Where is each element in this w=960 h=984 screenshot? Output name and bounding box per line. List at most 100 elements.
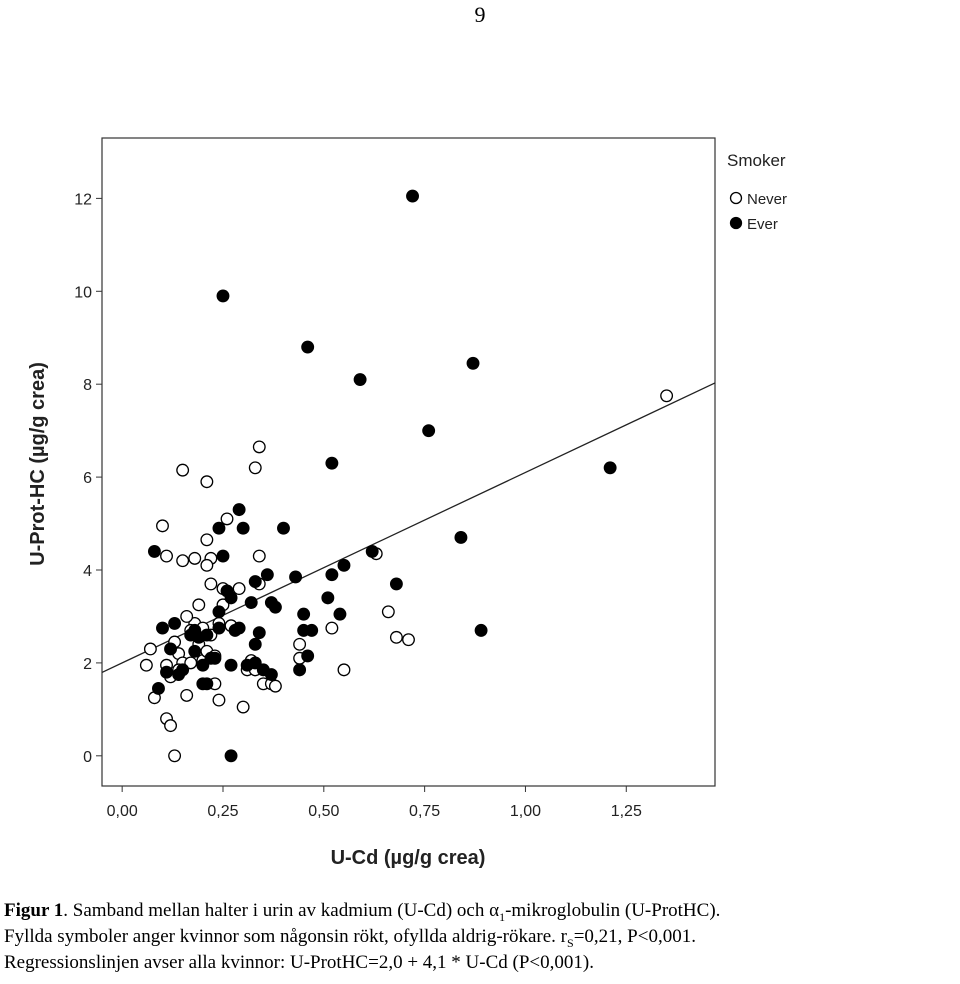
data-point-never — [381, 605, 395, 619]
x-tick-label: 0,00 — [107, 803, 138, 820]
legend-title: Smoker — [727, 151, 786, 170]
data-point-ever — [168, 616, 182, 630]
data-point-never — [268, 679, 282, 693]
data-point-never — [325, 621, 339, 635]
caption-line-1: Figur 1. Samband mellan halter i urin av… — [4, 898, 960, 924]
data-point-never — [212, 693, 226, 707]
data-point-never — [293, 637, 307, 651]
caption-line2-text: Fyllda symboler anger kvinnor som någons… — [4, 926, 568, 947]
data-point-never — [252, 549, 266, 563]
data-point-ever — [260, 568, 274, 582]
plot-area — [101, 137, 716, 787]
data-point-ever — [474, 623, 488, 637]
data-point-never — [192, 598, 206, 612]
caption-line1-text: . Samband mellan halter i urin av kadmiu… — [63, 900, 500, 921]
data-point-ever — [248, 637, 262, 651]
y-tick-label: 6 — [83, 470, 92, 487]
data-point-never — [176, 554, 190, 568]
data-point-ever — [325, 456, 339, 470]
legend-marker-ever — [729, 216, 743, 230]
y-tick-label: 2 — [83, 656, 92, 673]
data-point-ever — [264, 668, 278, 681]
data-point-ever — [454, 531, 468, 544]
data-point-ever — [321, 591, 335, 605]
data-point-never — [248, 461, 262, 475]
y-axis-label: U-Prot-HC (µg/g crea) — [27, 362, 49, 566]
data-point-never — [204, 577, 218, 591]
data-point-ever — [333, 607, 347, 621]
data-point-ever — [224, 591, 238, 605]
data-point-never — [180, 688, 194, 702]
data-point-ever — [188, 623, 202, 637]
data-point-never — [143, 642, 157, 656]
data-point-ever — [188, 644, 202, 658]
data-point-ever — [232, 503, 246, 517]
y-axis: 0 2 4 6 8 10 12 — [74, 191, 102, 766]
data-point-ever — [164, 642, 178, 656]
data-point-ever — [224, 749, 238, 763]
data-point-ever — [603, 461, 617, 475]
data-point-never — [232, 582, 246, 596]
x-tick-label: 1,00 — [510, 803, 541, 820]
y-tick-label: 10 — [74, 284, 92, 301]
data-point-never — [188, 551, 202, 565]
data-point-ever — [212, 521, 226, 535]
data-point-never — [168, 749, 182, 763]
data-point-ever — [244, 596, 258, 609]
data-point-never — [200, 533, 214, 547]
data-point-ever — [160, 665, 173, 679]
data-point-ever — [212, 621, 226, 635]
data-points — [139, 189, 674, 763]
data-point-ever — [176, 663, 190, 677]
data-point-never — [200, 558, 214, 572]
data-point-never — [402, 633, 415, 647]
data-point-never — [389, 630, 403, 644]
data-point-ever — [252, 626, 266, 640]
data-point-never — [184, 656, 198, 670]
legend: Smoker Never Ever — [727, 151, 787, 233]
data-point-never — [180, 610, 194, 623]
data-point-ever — [248, 656, 262, 670]
data-point-never — [660, 389, 674, 403]
legend-label-ever: Ever — [747, 216, 778, 233]
caption-line-2: Fyllda symboler anger kvinnor som någons… — [4, 924, 960, 950]
data-point-ever — [216, 549, 230, 563]
caption-line1-subscript: 1 — [499, 909, 506, 924]
data-point-ever — [236, 521, 250, 535]
y-tick-label: 8 — [83, 377, 92, 394]
data-point-never — [156, 519, 169, 533]
data-point-ever — [389, 577, 403, 591]
data-point-never — [164, 719, 178, 733]
data-point-never — [337, 663, 351, 677]
caption-figure-label: Figur 1 — [4, 900, 64, 921]
data-point-ever — [297, 607, 311, 621]
x-tick-label: 0,75 — [409, 803, 440, 820]
scatter-chart: 0 2 4 6 8 10 12 0,00 0,25 0,50 0,75 1,00 1,25 U-Pro… — [27, 137, 787, 869]
data-point-never — [200, 475, 214, 489]
data-point-ever — [406, 189, 419, 203]
data-point-ever — [293, 663, 307, 677]
data-point-ever — [232, 621, 246, 635]
data-point-ever — [196, 658, 210, 672]
page-number: 9 — [474, 2, 486, 27]
data-point-ever — [289, 570, 303, 584]
x-tick-label: 0,50 — [308, 803, 339, 820]
data-point-ever — [224, 658, 238, 672]
y-tick-label: 4 — [83, 563, 92, 580]
data-point-ever — [216, 289, 230, 303]
y-tick-label: 0 — [83, 749, 92, 766]
figure-caption: Figur 1. Samband mellan halter i urin av… — [4, 898, 960, 976]
caption-line1-end: -mikroglobulin (U-ProtHC). — [505, 900, 721, 921]
data-point-never — [160, 549, 173, 563]
data-point-ever — [277, 521, 290, 535]
data-point-ever — [353, 373, 367, 386]
data-point-ever — [337, 558, 351, 572]
data-point-ever — [147, 544, 161, 558]
data-point-ever — [301, 340, 315, 354]
data-point-ever — [268, 600, 282, 614]
x-axis-label: U-Cd (µg/g crea) — [331, 847, 486, 869]
data-point-ever — [248, 575, 262, 589]
data-point-ever — [156, 621, 169, 635]
caption-line-3: Regressionslinjen avser alla kvinnor: U-… — [4, 952, 594, 973]
data-point-ever — [196, 677, 210, 691]
